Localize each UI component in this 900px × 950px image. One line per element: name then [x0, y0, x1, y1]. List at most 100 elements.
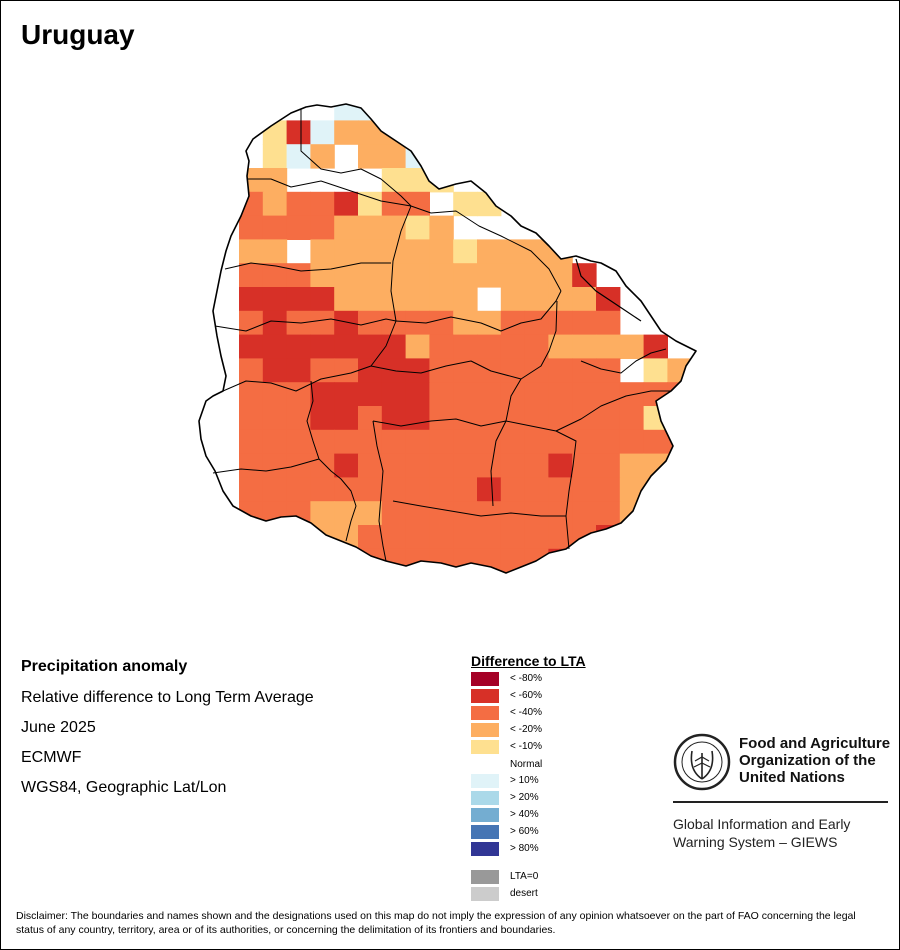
- grid-cell: [500, 334, 526, 359]
- grid-cell: [715, 525, 739, 549]
- grid-cell: [286, 334, 311, 359]
- giews-program-name: Global Information and Early Warning Sys…: [673, 816, 851, 850]
- grid-cell: [262, 406, 288, 431]
- grid-cell: [262, 334, 288, 359]
- grid-cell: [500, 287, 526, 312]
- grid-cell: [239, 572, 264, 573]
- grid-cell: [596, 406, 621, 431]
- grid-cell: [453, 620, 477, 641]
- grid-cell: [334, 429, 359, 455]
- grid-cell: [429, 477, 454, 502]
- info-subject: Precipitation anomaly: [21, 658, 188, 675]
- grid-cell: [262, 501, 288, 526]
- grid-cell: [500, 525, 526, 550]
- grid-cell: [572, 382, 597, 407]
- grid-cell: [643, 453, 668, 478]
- grid-cell: [691, 477, 696, 502]
- legend-swatch: [471, 870, 499, 884]
- grid-cell: [334, 620, 358, 641]
- grid-cell: [358, 191, 383, 217]
- grid-cell: [548, 358, 573, 383]
- grid-cell: [358, 453, 383, 478]
- grid-cell: [691, 572, 696, 573]
- grid-cell: [286, 477, 311, 502]
- grid-cell: [643, 548, 668, 573]
- grid-cell: [239, 239, 264, 264]
- grid-cell: [691, 429, 696, 455]
- grid-cell: [239, 596, 263, 620]
- legend-swatch: [471, 808, 499, 822]
- grid-cell: [667, 525, 692, 550]
- grid-cell: [358, 501, 383, 526]
- grid-cell: [453, 287, 478, 312]
- grid-cell: [453, 572, 478, 573]
- grid-cell: [667, 477, 692, 502]
- grid-cell: [310, 334, 335, 359]
- grid-cell: [572, 310, 597, 336]
- grid-cell: [262, 477, 288, 502]
- grid-cell: [620, 620, 644, 641]
- grid-cell: [596, 501, 621, 526]
- grid-cell: [334, 358, 359, 383]
- grid-cell: [310, 310, 335, 336]
- grid-cell: [405, 168, 430, 193]
- legend-label: > 20%: [510, 792, 539, 803]
- legend-swatch: [471, 706, 499, 720]
- grid-cell: [715, 477, 739, 501]
- grid-cell: [525, 620, 549, 641]
- grid-cell: [286, 191, 311, 217]
- grid-cell: [358, 382, 383, 407]
- grid-cell: [667, 572, 692, 573]
- grid-cell: [596, 429, 621, 455]
- grid-cell: [405, 287, 430, 312]
- grid-cell: [548, 239, 573, 264]
- grid-cell: [381, 429, 407, 455]
- grid-cell: [286, 572, 311, 573]
- grid-cell: [405, 525, 430, 550]
- grid-cell: [477, 620, 501, 641]
- fao-emblem-logo: [673, 733, 731, 791]
- legend-label: > 80%: [510, 843, 539, 854]
- grid-cell: [334, 263, 359, 288]
- legend-label: > 60%: [510, 826, 539, 837]
- grid-cell: [239, 548, 264, 573]
- grid-cell: [406, 596, 430, 620]
- grid-cell: [572, 501, 597, 526]
- grid-cell: [643, 572, 668, 573]
- grid-cell: [596, 548, 621, 573]
- grid-cell: [596, 382, 621, 407]
- grid-cell: [262, 382, 288, 407]
- grid-cell: [572, 453, 597, 478]
- grid-cell: [715, 573, 739, 597]
- grid-cell: [500, 572, 526, 573]
- grid-cell: [548, 310, 573, 336]
- grid-cell: [524, 406, 549, 431]
- info-source: ECMWF: [21, 749, 82, 766]
- grid-cell: [429, 548, 454, 573]
- legend-label: > 40%: [510, 809, 539, 820]
- grid-cell: [334, 453, 359, 478]
- grid-cell: [381, 104, 407, 121]
- grid-cell: [691, 525, 696, 550]
- legend-label: < -40%: [510, 707, 542, 718]
- grid-cell: [691, 596, 715, 620]
- grid-cell: [477, 572, 502, 573]
- grid-cell: [239, 525, 264, 550]
- grid-cell: [429, 334, 454, 359]
- grid-cell: [667, 406, 692, 431]
- grid-cell: [429, 382, 454, 407]
- legend-swatch: [471, 672, 499, 686]
- grid-cell: [239, 168, 264, 193]
- grid-cell: [524, 453, 549, 478]
- grid-cell: [405, 453, 430, 478]
- grid-cell: [786, 573, 810, 597]
- grid-cell: [310, 120, 335, 145]
- grid-cell: [786, 525, 810, 549]
- grid-cell: [286, 406, 311, 431]
- grid-cell: [239, 310, 264, 336]
- grid-cell: [524, 334, 549, 359]
- fao-organization-name: Food and Agriculture Organization of the…: [739, 735, 891, 786]
- grid-cell: [429, 215, 454, 240]
- grid-cell: [429, 144, 454, 169]
- grid-cell: [381, 525, 407, 550]
